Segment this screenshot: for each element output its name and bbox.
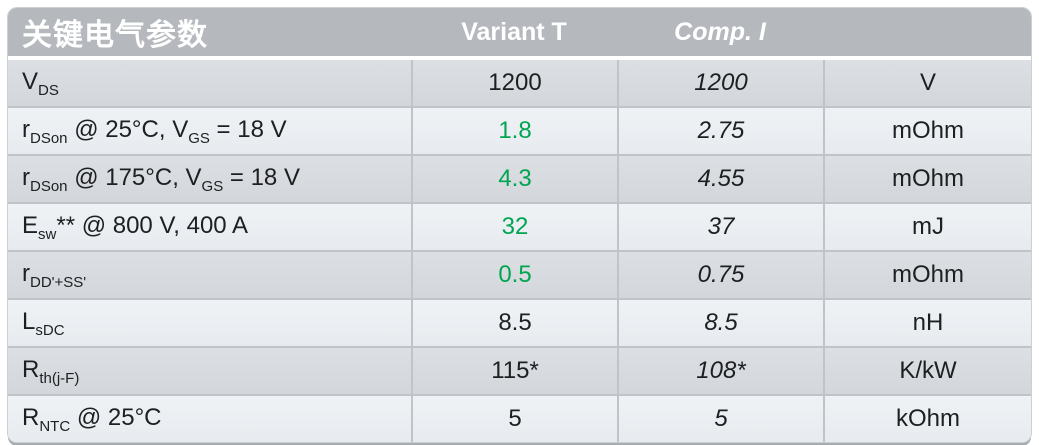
parameter-cell: LsDC (22, 307, 65, 339)
comp-i-value-cell: 2.75 (617, 108, 823, 154)
unit-cell: mOhm (823, 156, 1031, 202)
unit-cell: V (823, 60, 1031, 106)
parameter-cell: VDS (22, 67, 59, 99)
variant-t-value-cell: 115* (411, 348, 617, 394)
table-title: 关键电气参数 (22, 19, 208, 52)
column-header-variant-t: Variant T (461, 17, 567, 46)
parameter-cell: Esw** @ 800 V, 400 A (22, 211, 248, 243)
table-row: rDD'+SS' 0.5 0.75 mOhm (8, 250, 1031, 298)
table-header-row: 关键电气参数 Variant T Comp. I (8, 8, 1031, 56)
comp-i-value-cell: 1200 (617, 60, 823, 106)
comp-i-value-cell: 5 (617, 396, 823, 442)
unit-cell: kOhm (823, 396, 1031, 442)
unit-cell: mJ (823, 204, 1031, 250)
comp-i-value-cell: 108* (617, 348, 823, 394)
comp-i-value-cell: 0.75 (617, 252, 823, 298)
parameter-cell: Rth(j-F) (22, 355, 80, 387)
parameter-cell: RNTC @ 25°C (22, 403, 162, 435)
table-row: Rth(j-F) 115* 108* K/kW (8, 346, 1031, 394)
variant-t-value-cell: 5 (411, 396, 617, 442)
variant-t-value-cell: 32 (411, 204, 617, 250)
unit-cell: K/kW (823, 348, 1031, 394)
variant-t-value-cell: 1.8 (411, 108, 617, 154)
unit-cell: mOhm (823, 108, 1031, 154)
table-row: rDSon @ 175°C, VGS = 18 V 4.3 4.55 mOhm (8, 154, 1031, 202)
variant-t-value-cell: 1200 (411, 60, 617, 106)
comp-i-value-cell: 8.5 (617, 300, 823, 346)
parameter-cell: rDSon @ 175°C, VGS = 18 V (22, 163, 300, 195)
table-row: rDSon @ 25°C, VGS = 18 V 1.8 2.75 mOhm (8, 106, 1031, 154)
table-row: RNTC @ 25°C 5 5 kOhm (8, 394, 1031, 442)
variant-t-value-cell: 4.3 (411, 156, 617, 202)
parameter-cell: rDD'+SS' (22, 259, 87, 291)
variant-t-value-cell: 8.5 (411, 300, 617, 346)
table-row: LsDC 8.5 8.5 nH (8, 298, 1031, 346)
table-row: Esw** @ 800 V, 400 A 32 37 mJ (8, 202, 1031, 250)
table-row: VDS 1200 1200 V (8, 60, 1031, 106)
unit-cell: mOhm (823, 252, 1031, 298)
unit-cell: nH (823, 300, 1031, 346)
comp-i-value-cell: 37 (617, 204, 823, 250)
variant-t-value-cell: 0.5 (411, 252, 617, 298)
parameter-cell: rDSon @ 25°C, VGS = 18 V (22, 115, 287, 147)
comp-i-value-cell: 4.55 (617, 156, 823, 202)
column-header-comp-i: Comp. I (674, 17, 766, 46)
